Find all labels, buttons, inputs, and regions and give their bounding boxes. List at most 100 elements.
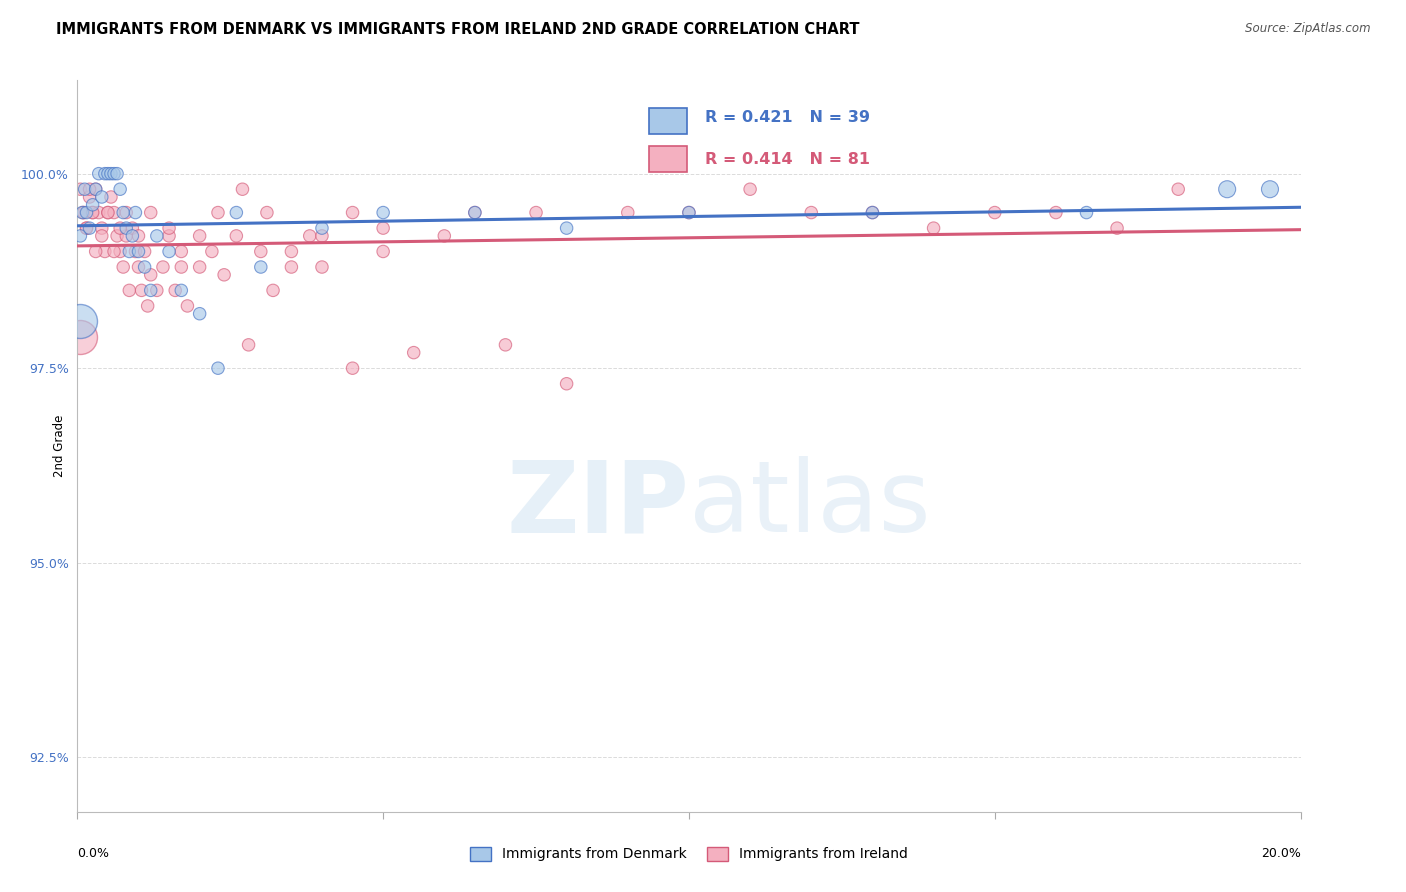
Point (188, 260, 211, 274)
Point (678, 205, 700, 219)
Point (136, 299, 159, 313)
Point (82, 205, 104, 219)
Point (402, 345, 425, 359)
Point (94, 244, 117, 259)
Point (128, 244, 150, 259)
Point (82, 198, 104, 212)
Point (617, 205, 640, 219)
Point (69, 182, 91, 196)
Point (69, 330, 91, 344)
Point (124, 205, 146, 219)
Point (152, 260, 174, 274)
Point (1107, 221, 1129, 235)
Point (97, 167, 120, 181)
Point (139, 284, 162, 298)
Point (84, 182, 107, 196)
Point (207, 361, 229, 376)
Point (134, 260, 156, 274)
Point (112, 260, 135, 274)
Point (1167, 182, 1189, 196)
Point (176, 299, 198, 313)
Point (555, 221, 578, 235)
Point (121, 221, 143, 235)
Point (922, 221, 945, 235)
Point (1258, 182, 1281, 196)
Point (79, 190, 101, 204)
Point (105, 228, 128, 243)
Text: 20.0%: 20.0% (1261, 847, 1301, 860)
Point (108, 182, 131, 196)
Point (90, 190, 112, 204)
Point (100, 190, 122, 204)
Point (105, 167, 128, 181)
Point (342, 205, 364, 219)
Point (207, 205, 229, 219)
Point (76, 205, 98, 219)
Text: ZIP: ZIP (506, 456, 689, 553)
Point (139, 205, 162, 219)
Point (79, 221, 101, 235)
Point (128, 260, 150, 274)
Point (108, 244, 131, 259)
Point (238, 338, 260, 352)
Point (165, 284, 187, 298)
Point (121, 228, 143, 243)
FancyBboxPatch shape (648, 108, 688, 135)
Point (128, 228, 150, 243)
Point (298, 228, 321, 243)
Point (108, 221, 131, 235)
Point (103, 167, 125, 181)
Point (112, 205, 135, 219)
Point (1216, 182, 1239, 196)
Point (524, 205, 547, 219)
Point (342, 361, 364, 376)
Text: 0.0%: 0.0% (77, 847, 110, 860)
Point (250, 260, 273, 274)
Point (1045, 205, 1067, 219)
Point (134, 244, 156, 259)
Point (678, 205, 700, 219)
Point (90, 228, 112, 243)
Point (84, 244, 107, 259)
Point (495, 338, 517, 352)
Point (371, 221, 394, 235)
Point (311, 221, 333, 235)
Point (212, 268, 235, 282)
Point (72, 205, 94, 219)
Text: atlas: atlas (689, 456, 931, 553)
Point (157, 244, 180, 259)
FancyBboxPatch shape (648, 145, 688, 172)
Y-axis label: 2nd Grade: 2nd Grade (53, 415, 66, 477)
Point (146, 228, 169, 243)
Point (170, 260, 193, 274)
Point (256, 205, 278, 219)
Point (76, 221, 98, 235)
Text: R = 0.414   N = 81: R = 0.414 N = 81 (704, 152, 870, 167)
Point (115, 228, 138, 243)
Point (231, 182, 253, 196)
Point (157, 228, 180, 243)
Text: Source: ZipAtlas.com: Source: ZipAtlas.com (1246, 22, 1371, 36)
Point (70, 205, 93, 219)
Point (124, 244, 146, 259)
Point (371, 244, 394, 259)
Point (280, 260, 302, 274)
Point (225, 228, 247, 243)
Point (76, 221, 98, 235)
Point (188, 307, 211, 321)
Point (69, 228, 91, 243)
Point (862, 205, 884, 219)
Point (464, 205, 486, 219)
Text: IMMIGRANTS FROM DENMARK VS IMMIGRANTS FROM IRELAND 2ND GRADE CORRELATION CHART: IMMIGRANTS FROM DENMARK VS IMMIGRANTS FR… (56, 22, 859, 37)
Point (371, 205, 394, 219)
Point (555, 376, 578, 391)
Point (118, 244, 141, 259)
Point (90, 221, 112, 235)
Point (103, 244, 125, 259)
Point (69, 314, 91, 328)
Point (800, 205, 823, 219)
Point (464, 205, 486, 219)
Point (188, 228, 211, 243)
Point (118, 284, 141, 298)
Point (1076, 205, 1098, 219)
